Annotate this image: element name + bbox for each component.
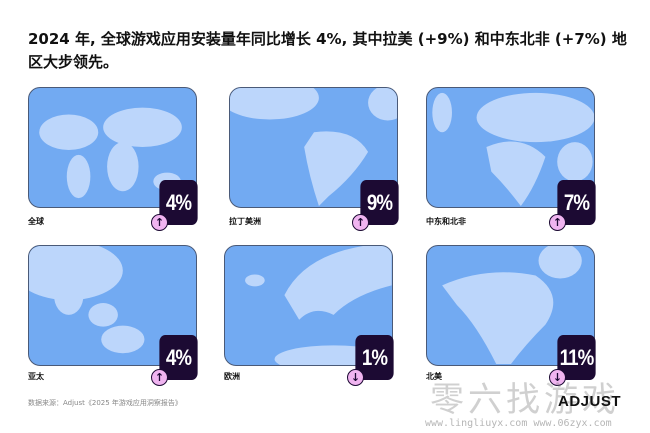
world-map <box>230 88 397 207</box>
arrow-down-icon: ↓ <box>347 369 364 386</box>
growth-badge: 4% <box>159 335 198 380</box>
region-label: 全球 <box>28 217 44 226</box>
region-label: 欧洲 <box>224 372 240 381</box>
arrow-up-icon: ↑ <box>549 214 566 231</box>
source-note: 数据来源：Adjust《2025 年游戏应用洞察报告》 <box>28 399 182 407</box>
arrow-up-icon: ↑ <box>151 369 168 386</box>
region-label: 拉丁美洲 <box>229 217 261 226</box>
watermark-url: www.lingliuyx.com www.06zyx.com <box>425 418 612 429</box>
region-label: 中东和北非 <box>426 217 466 226</box>
growth-badge: 11% <box>557 335 596 380</box>
page-title: 2024 年, 全球游戏应用安装量年同比增长 4%, 其中拉美 (+9%) 和中… <box>28 30 627 71</box>
world-map <box>432 92 594 207</box>
arrow-down-icon: ↓ <box>549 369 566 386</box>
watermark: 零六找游戏 <box>430 380 620 420</box>
region-label: 北美 <box>426 372 442 381</box>
arrow-up-icon: ↑ <box>151 214 168 231</box>
map-card <box>28 245 197 366</box>
map-card <box>426 245 595 366</box>
region-label: 亚太 <box>28 372 44 381</box>
adjust-logo: ADJUST <box>558 393 622 410</box>
world-map <box>442 246 582 365</box>
arrow-up-icon: ↑ <box>352 214 369 231</box>
world-map <box>29 246 145 354</box>
